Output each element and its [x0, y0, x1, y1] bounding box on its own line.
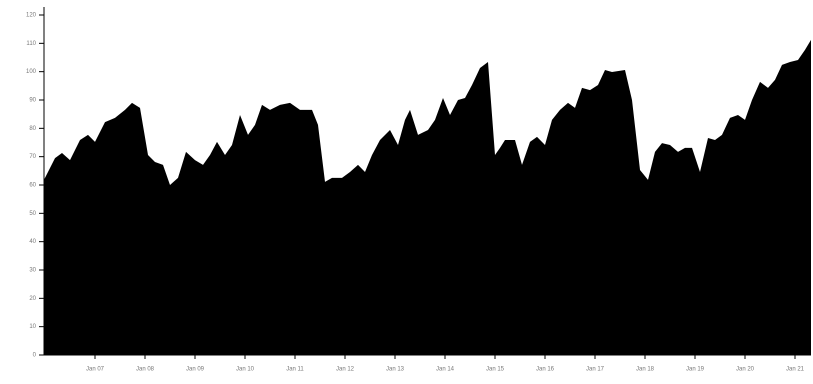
y-tick-label: 110	[26, 41, 36, 47]
y-tick-label: 80	[29, 126, 36, 132]
y-tick-label: 60	[29, 183, 36, 189]
y-tick-label: 10	[29, 324, 36, 330]
x-tick-label: Jan 07	[86, 367, 105, 373]
x-tick-label: Jan 17	[586, 367, 605, 373]
y-tick-label: 90	[29, 98, 36, 104]
x-tick-label: Jan 08	[136, 367, 155, 373]
x-tick-label: Jan 20	[736, 367, 755, 373]
y-tick-label: 40	[29, 239, 36, 245]
y-tick-label: 0	[33, 353, 37, 359]
x-tick-label: Jan 11	[286, 367, 304, 373]
x-tick-label: Jan 19	[686, 367, 705, 373]
y-tick-label: 70	[29, 154, 36, 160]
x-tick-label: Jan 18	[636, 367, 655, 373]
x-tick-label: Jan 10	[236, 367, 255, 373]
y-tick-label: 20	[29, 296, 36, 302]
y-tick-label: 100	[26, 69, 37, 75]
x-tick-label: Jan 15	[486, 367, 505, 373]
x-tick-label: Jan 13	[386, 367, 405, 373]
area	[44, 39, 811, 355]
x-tick-label: Jan 16	[536, 367, 555, 373]
x-tick-label: Jan 21	[786, 367, 805, 373]
x-tick-label: Jan 09	[186, 367, 205, 373]
y-tick-label: 50	[29, 211, 36, 217]
x-tick-label: Jan 12	[336, 367, 355, 373]
x-tick-label: Jan 14	[436, 367, 455, 373]
y-tick-label: 120	[26, 13, 37, 19]
y-tick-label: 30	[29, 268, 36, 274]
